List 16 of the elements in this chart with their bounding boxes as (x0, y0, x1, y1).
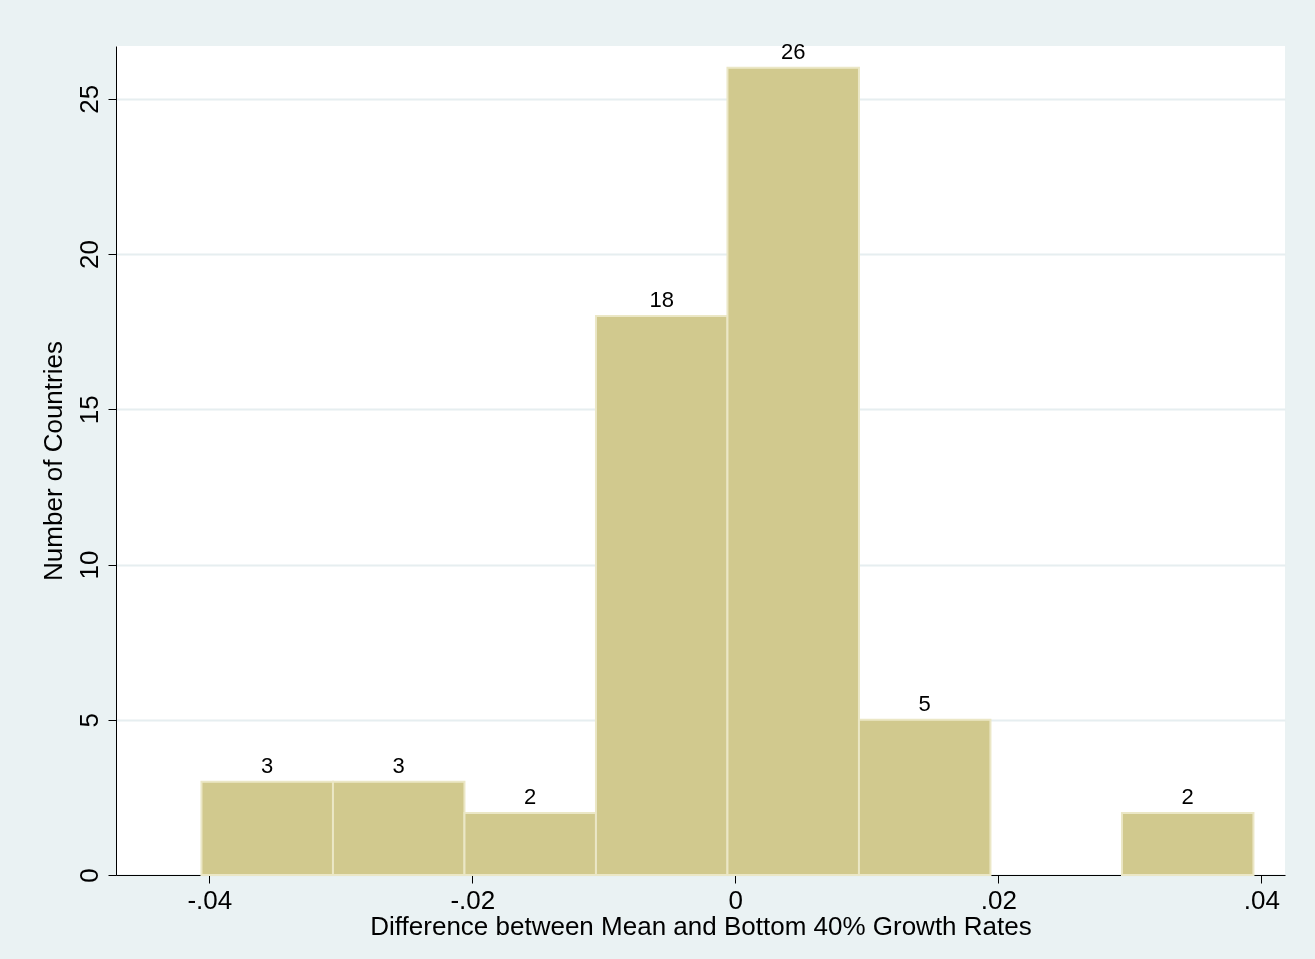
y-tick-label: 0 (73, 868, 104, 883)
x-tick-label: .04 (1243, 884, 1280, 915)
data-label: 2 (1181, 783, 1194, 809)
y-axis-title: Number of Countries (37, 341, 68, 581)
y-tick-label: 10 (73, 550, 104, 580)
data-label: 2 (524, 783, 537, 809)
data-label: 26 (780, 38, 806, 64)
data-label: 18 (649, 287, 674, 313)
y-tick-label: 15 (73, 395, 104, 425)
x-tick-label: -.04 (187, 884, 233, 915)
y-tick-label: 20 (73, 240, 104, 269)
y-tick-label: 25 (73, 84, 104, 114)
data-label: 3 (261, 752, 274, 778)
data-label: 5 (918, 690, 931, 716)
data-label: 3 (392, 752, 405, 778)
y-tick-label: 5 (73, 713, 104, 728)
